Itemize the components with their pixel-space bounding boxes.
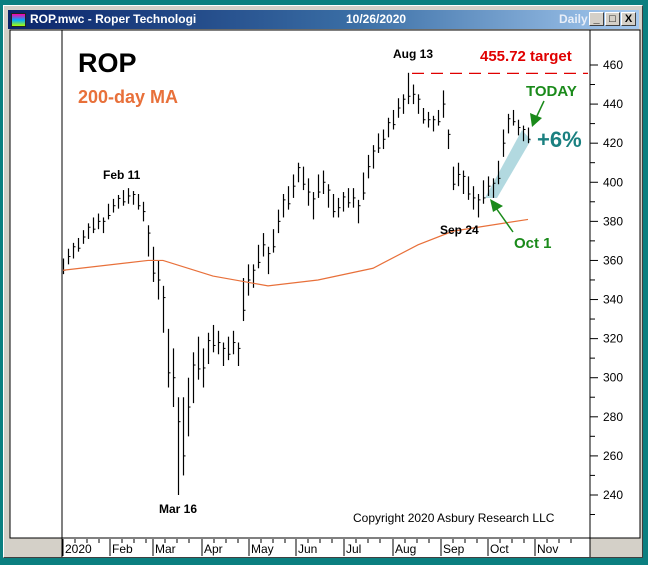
minimize-button[interactable]: _: [589, 12, 604, 26]
x-tick-label: Aug: [395, 542, 416, 556]
chart-title: ROP: [78, 48, 137, 78]
y-tick-label: 280: [603, 410, 623, 424]
label-mar16: Mar 16: [159, 502, 197, 516]
title-bar[interactable]: ROP.mwc - Roper Technologi 10/26/2020 Da…: [8, 10, 639, 29]
y-tick-label: 420: [603, 136, 623, 150]
y-tick-label: 440: [603, 97, 623, 111]
gain-band: [485, 130, 531, 198]
x-tick-label: Mar: [155, 542, 176, 556]
x-tick-label: Jun: [298, 542, 317, 556]
x-tick-label: May: [251, 542, 274, 556]
close-button[interactable]: X: [621, 12, 636, 26]
app-icon: [11, 13, 26, 27]
copyright: Copyright 2020 Asbury Research LLC: [353, 511, 555, 525]
y-tick-label: 240: [603, 488, 623, 502]
x-tick-label: Nov: [537, 542, 558, 556]
x-tick-label: Oct: [490, 542, 509, 556]
x-axis-strip: [62, 538, 590, 557]
x-tick-label: Jul: [346, 542, 361, 556]
ma-label: 200-day MA: [78, 87, 178, 107]
y-tick-label: 320: [603, 332, 623, 346]
y-tick-label: 400: [603, 175, 623, 189]
y-tick-label: 340: [603, 293, 623, 307]
window-date: 10/26/2020: [346, 12, 407, 26]
x-tick-label: 2020: [65, 542, 92, 556]
period-label: Daily: [559, 12, 588, 26]
arrow-oct1-icon: [490, 199, 514, 233]
label-pct-gain: +6%: [537, 127, 582, 152]
label-aug13: Aug 13: [393, 47, 433, 61]
label-today: TODAY: [526, 83, 577, 100]
y-tick-label: 360: [603, 253, 623, 267]
label-sep24: Sep 24: [440, 223, 479, 237]
ma-200-line: [62, 218, 529, 287]
label-oct1: Oct 1: [514, 235, 552, 252]
x-tick-label: Apr: [204, 542, 223, 556]
y-tick-label: 380: [603, 214, 623, 228]
y-tick-label: 260: [603, 449, 623, 463]
x-tick-label: Sep: [443, 542, 465, 556]
y-tick-label: 300: [603, 371, 623, 385]
target-label: 455.72 target: [480, 48, 572, 65]
window-title: ROP.mwc - Roper Technologi: [30, 12, 197, 26]
arrow-today-icon: [530, 100, 545, 127]
maximize-button[interactable]: □: [605, 12, 620, 26]
chart-area: [9, 29, 641, 539]
x-tick-label: Feb: [112, 542, 133, 556]
label-feb11: Feb 11: [103, 168, 141, 182]
y-tick-label: 460: [603, 58, 623, 72]
